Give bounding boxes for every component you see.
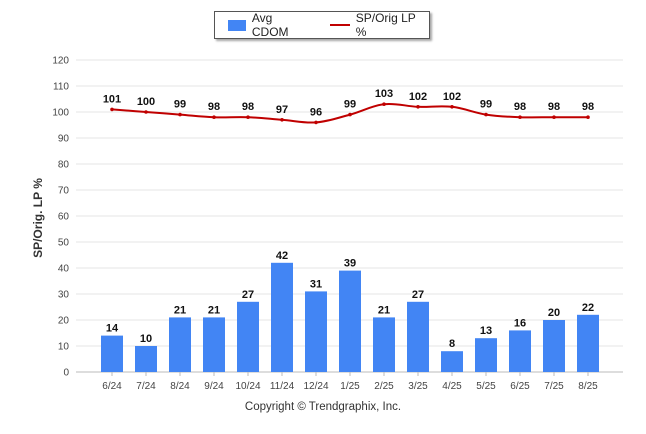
legend-bar-swatch bbox=[228, 19, 246, 31]
bar-data-label: 21 bbox=[378, 304, 390, 316]
bar bbox=[203, 317, 225, 372]
chart-legend[interactable]: Avg CDOM SP/Orig LP % bbox=[214, 11, 430, 39]
line-point bbox=[348, 112, 352, 117]
bar-data-label: 16 bbox=[514, 317, 526, 329]
x-tick-label: 11/24 bbox=[270, 381, 295, 392]
y-tick-label: 100 bbox=[52, 108, 69, 119]
y-tick-label: 20 bbox=[58, 316, 70, 327]
bar bbox=[509, 330, 531, 372]
y-tick-label: 110 bbox=[53, 82, 69, 93]
bar bbox=[101, 335, 123, 372]
bar bbox=[373, 317, 395, 372]
line-data-label: 98 bbox=[514, 101, 526, 113]
line-data-label: 98 bbox=[582, 101, 594, 113]
x-tick-label: 1/25 bbox=[340, 381, 360, 392]
x-tick-label: 8/24 bbox=[170, 381, 190, 392]
line-data-label: 100 bbox=[137, 96, 155, 108]
x-tick-label: 7/24 bbox=[136, 381, 156, 392]
y-tick-label: 70 bbox=[58, 186, 70, 197]
bar-data-label: 27 bbox=[242, 289, 254, 301]
line-point bbox=[382, 102, 386, 106]
bar-data-label: 14 bbox=[106, 323, 119, 335]
bar-data-label: 27 bbox=[412, 289, 424, 301]
bar-data-label: 21 bbox=[208, 304, 220, 316]
x-tick-label: 5/25 bbox=[476, 381, 496, 392]
bar bbox=[475, 338, 497, 372]
bar bbox=[441, 351, 463, 372]
bar bbox=[577, 314, 599, 372]
legend-line-label: SP/Orig LP % bbox=[355, 11, 416, 39]
line-point bbox=[586, 115, 590, 119]
bar-data-label: 10 bbox=[140, 333, 152, 345]
bar bbox=[135, 346, 157, 372]
y-tick-label: 30 bbox=[58, 290, 70, 301]
line-data-label: 98 bbox=[548, 101, 560, 113]
line-point bbox=[246, 115, 250, 119]
bar-data-label: 22 bbox=[582, 302, 594, 314]
y-tick-label: 90 bbox=[58, 134, 70, 145]
bar bbox=[339, 270, 361, 372]
legend-line-swatch bbox=[329, 24, 350, 26]
y-tick-label: 80 bbox=[58, 160, 70, 171]
line-point bbox=[314, 120, 318, 125]
bar bbox=[237, 301, 259, 372]
bar bbox=[169, 317, 191, 372]
line-point bbox=[110, 107, 114, 112]
x-tick-label: 9/24 bbox=[204, 381, 224, 392]
x-tick-label: 6/25 bbox=[510, 381, 530, 392]
line-data-label: 99 bbox=[480, 99, 492, 111]
bar bbox=[271, 262, 293, 372]
bar-data-label: 42 bbox=[276, 250, 288, 262]
line-data-label: 99 bbox=[174, 99, 186, 111]
line-point bbox=[416, 105, 420, 109]
line-point bbox=[280, 118, 284, 122]
x-tick-label: 6/24 bbox=[102, 381, 122, 392]
y-tick-label: 0 bbox=[63, 368, 69, 379]
bar bbox=[543, 320, 565, 372]
bar-data-label: 20 bbox=[548, 307, 560, 319]
line-point bbox=[212, 115, 216, 119]
bar-data-label: 13 bbox=[480, 325, 492, 337]
bar-data-label: 39 bbox=[344, 258, 356, 270]
line-point bbox=[552, 115, 556, 119]
line-point bbox=[518, 115, 522, 119]
line-data-label: 101 bbox=[103, 93, 121, 105]
y-tick-label: 10 bbox=[58, 342, 70, 353]
y-tick-label: 50 bbox=[58, 238, 70, 249]
line-data-label: 97 bbox=[276, 104, 288, 116]
line-data-label: 98 bbox=[208, 101, 220, 113]
copyright-credit: Copyright © Trendgraphix, Inc. bbox=[244, 401, 402, 413]
line-point bbox=[484, 112, 488, 117]
legend-item-bar[interactable]: Avg CDOM bbox=[215, 11, 312, 39]
bar-data-label: 8 bbox=[449, 338, 455, 350]
bar-data-label: 21 bbox=[174, 304, 186, 316]
bar-data-label: 31 bbox=[310, 278, 322, 290]
legend-item-line[interactable]: SP/Orig LP % bbox=[312, 11, 429, 39]
bar bbox=[305, 291, 327, 372]
line-point bbox=[178, 112, 182, 117]
x-tick-label: 7/25 bbox=[544, 381, 564, 392]
y-tick-label: 120 bbox=[52, 56, 69, 67]
x-tick-label: 2/25 bbox=[374, 381, 394, 392]
line-data-label: 99 bbox=[344, 99, 356, 111]
x-tick-label: 12/24 bbox=[303, 381, 328, 392]
y-tick-label: 60 bbox=[58, 212, 70, 223]
bar bbox=[407, 301, 429, 372]
x-tick-label: 10/24 bbox=[235, 381, 260, 392]
y-axis-title: SP/Orig. LP % bbox=[31, 178, 45, 258]
x-tick-label: 8/25 bbox=[578, 381, 598, 392]
y-tick-label: 40 bbox=[58, 264, 70, 275]
line-data-label: 102 bbox=[443, 91, 461, 103]
line-data-label: 103 bbox=[375, 88, 393, 100]
line-data-label: 102 bbox=[409, 91, 427, 103]
legend-bar-label: Avg CDOM bbox=[251, 11, 289, 39]
line-point bbox=[450, 105, 454, 109]
line-data-label: 96 bbox=[310, 106, 322, 118]
x-tick-label: 4/25 bbox=[442, 381, 462, 392]
x-tick-label: 3/25 bbox=[408, 381, 428, 392]
line-point bbox=[144, 110, 148, 114]
line-data-label: 98 bbox=[242, 101, 254, 113]
